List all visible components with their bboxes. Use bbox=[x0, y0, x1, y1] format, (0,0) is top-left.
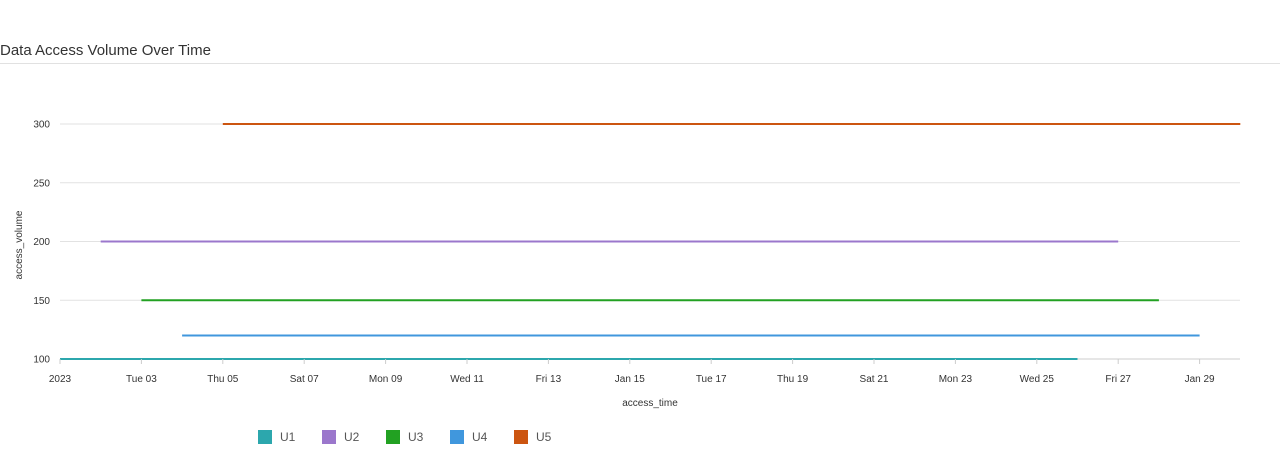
x-tick-label: Mon 23 bbox=[939, 374, 973, 385]
x-tick-label: Fri 27 bbox=[1105, 374, 1131, 385]
legend-label: U5 bbox=[536, 430, 552, 444]
y-axis-title: access_volume bbox=[14, 210, 25, 279]
legend-item-u4[interactable]: U4 bbox=[450, 430, 514, 444]
chart-title: Data Access Volume Over Time bbox=[0, 42, 211, 59]
legend-item-u2[interactable]: U2 bbox=[322, 430, 386, 444]
legend-label: U3 bbox=[408, 430, 424, 444]
legend-swatch bbox=[514, 430, 528, 444]
legend-label: U4 bbox=[472, 430, 488, 444]
legend-swatch bbox=[322, 430, 336, 444]
x-tick-label: Sat 07 bbox=[290, 374, 319, 385]
x-tick-label: Thu 19 bbox=[777, 374, 809, 385]
series-lines bbox=[60, 123, 1241, 360]
axes: 100 150 200 250 300 2023 Tue 03 Thu 05 Sat 07 Mon… bbox=[33, 120, 1215, 386]
x-tick-label: Tue 17 bbox=[696, 374, 727, 385]
legend-swatch bbox=[386, 430, 400, 444]
x-tick-label: Fri 13 bbox=[536, 374, 562, 385]
legend: U1 U2 U3 U4 U5 bbox=[258, 430, 578, 444]
x-tick-label: Sat 21 bbox=[860, 374, 889, 385]
title-divider bbox=[0, 63, 1280, 64]
y-tick-label: 100 bbox=[33, 355, 50, 366]
legend-swatch bbox=[258, 430, 272, 444]
x-tick-label: Jan 29 bbox=[1185, 374, 1215, 385]
x-axis-title: access_time bbox=[622, 398, 678, 409]
legend-item-u3[interactable]: U3 bbox=[386, 430, 450, 444]
x-tick-label: Jan 15 bbox=[615, 374, 645, 385]
x-tick-label: Wed 11 bbox=[450, 374, 484, 385]
x-tick-label: Thu 05 bbox=[207, 374, 239, 385]
x-tick-label: Wed 25 bbox=[1020, 374, 1055, 385]
x-tick-label: 2023 bbox=[49, 374, 72, 385]
y-tick-label: 150 bbox=[33, 296, 50, 307]
y-tick-label: 200 bbox=[33, 237, 50, 248]
y-tick-label: 250 bbox=[33, 178, 50, 189]
legend-item-u1[interactable]: U1 bbox=[258, 430, 322, 444]
x-tick-label: Tue 03 bbox=[126, 374, 157, 385]
legend-label: U1 bbox=[280, 430, 296, 444]
legend-swatch bbox=[450, 430, 464, 444]
x-tick-label: Mon 09 bbox=[369, 374, 403, 385]
y-tick-label: 300 bbox=[33, 120, 50, 131]
legend-item-u5[interactable]: U5 bbox=[514, 430, 578, 444]
legend-label: U2 bbox=[344, 430, 360, 444]
